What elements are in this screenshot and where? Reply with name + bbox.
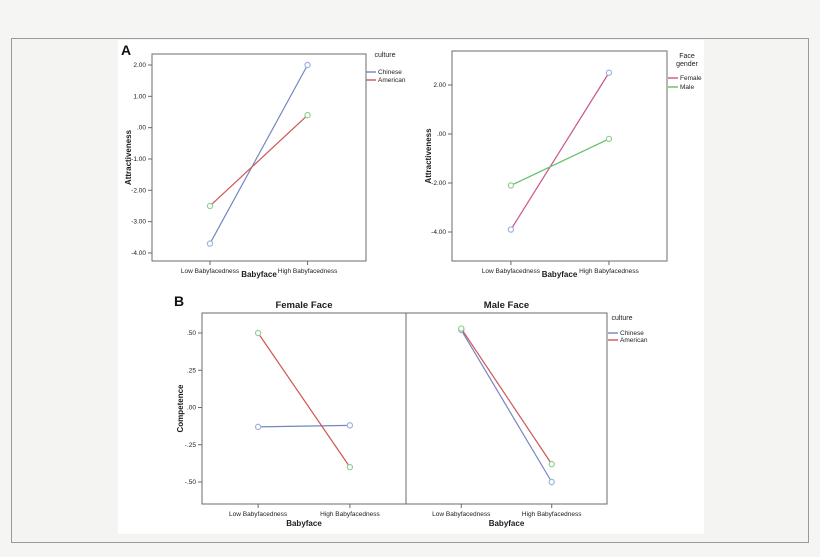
series-line-female — [510, 72, 610, 230]
data-point-american — [254, 329, 262, 337]
y-tick-label: -1.00 — [131, 156, 146, 163]
y-axis-label: Attractiveness — [424, 128, 433, 184]
legend-label-chinese: Chinese — [620, 330, 644, 337]
legend-title: Face — [679, 53, 695, 60]
data-point-male — [507, 182, 515, 189]
x-axis-label: Babyface — [542, 270, 578, 279]
series-line-chinese — [209, 64, 309, 244]
data-point-female — [507, 226, 515, 233]
plot-area — [151, 53, 367, 262]
panel-b-label: B — [174, 293, 185, 309]
data-point-american — [206, 202, 214, 210]
x-tick-label: High Babyfacedness — [320, 511, 380, 518]
y-tick-label: -4.00 — [431, 229, 446, 236]
data-point-chinese — [304, 61, 311, 69]
series-line-american — [209, 114, 308, 207]
legend-title: gender — [676, 61, 698, 68]
data-point-american — [346, 463, 354, 471]
plot-area — [451, 50, 668, 262]
y-tick-label: .00 — [437, 131, 446, 138]
series-line-american — [257, 332, 351, 468]
y-tick-label: 2.00 — [433, 82, 446, 89]
y-tick-label: -4.00 — [131, 250, 146, 257]
series-line-chinese — [258, 424, 350, 428]
y-axis-label: Competence — [176, 384, 185, 433]
series-line-chinese — [460, 329, 553, 483]
figure-canvas: A B 2.00 1.00 .00 -1.00 -2.00 -3.00 -4.00 Attra… — [118, 40, 704, 534]
data-point-american — [304, 111, 311, 119]
series-line-male — [510, 138, 610, 186]
x-axis-label: Babyface — [241, 270, 277, 279]
x-tick-label: Low Babyfacedness — [229, 511, 288, 518]
legend-label-chinese: Chinese — [378, 69, 402, 76]
facet-title: Male Face — [484, 300, 529, 311]
data-point-chinese — [206, 240, 214, 247]
plot-area — [405, 312, 608, 505]
x-tick-label: Low Babyfacedness — [181, 268, 240, 275]
y-tick-label: -2.00 — [131, 187, 146, 194]
legend-title: culture — [374, 52, 395, 59]
legend-title: culture — [611, 315, 632, 322]
panel-a-label: A — [121, 42, 132, 58]
legend-label-american: American — [620, 337, 648, 344]
y-tick-label: -.25 — [185, 442, 197, 449]
facet-title: Female Face — [275, 300, 332, 311]
x-axis-label: Babyface — [286, 519, 322, 528]
legend-label-american: American — [378, 77, 406, 84]
y-tick-label: .00 — [187, 405, 196, 412]
y-tick-label: -2.00 — [431, 180, 446, 187]
data-point-chinese — [254, 423, 262, 431]
y-tick-label: .25 — [187, 367, 196, 374]
plot-area — [201, 312, 407, 505]
chart-competence-by-culture-faceted: Female Face .50 .25 .00 -.25 -.50 Competence Lo… — [176, 300, 648, 528]
data-point-female — [605, 69, 613, 76]
x-tick-label: High Babyfacedness — [522, 511, 582, 518]
data-point-chinese — [548, 478, 555, 486]
data-point-american — [548, 460, 555, 468]
x-tick-label: High Babyfacedness — [579, 268, 639, 275]
x-axis-label: Babyface — [489, 519, 525, 528]
y-tick-label: 1.00 — [133, 93, 146, 100]
y-tick-label: -.50 — [185, 479, 197, 486]
y-tick-label: .50 — [187, 330, 196, 337]
y-tick-label: .00 — [137, 125, 146, 132]
data-point-american — [458, 325, 465, 332]
y-tick-label: -3.00 — [131, 219, 146, 226]
legend-label-male: Male — [680, 84, 694, 91]
x-tick-label: Low Babyfacedness — [432, 511, 491, 518]
chart-attractiveness-by-culture: 2.00 1.00 .00 -1.00 -2.00 -3.00 -4.00 Attractiv… — [124, 52, 406, 279]
x-tick-label: Low Babyfacedness — [482, 268, 541, 275]
chart-attractiveness-by-face-gender: 2.00 .00 -2.00 -4.00 Attractiveness Low Babyf… — [424, 50, 702, 279]
data-point-chinese — [346, 422, 354, 429]
y-axis-label: Attractiveness — [124, 129, 133, 185]
x-tick-label: High Babyfacedness — [278, 268, 338, 275]
legend-label-female: Female — [680, 75, 702, 82]
data-point-male — [605, 135, 613, 143]
y-tick-label: 2.00 — [133, 62, 146, 69]
series-line-american — [460, 328, 553, 465]
